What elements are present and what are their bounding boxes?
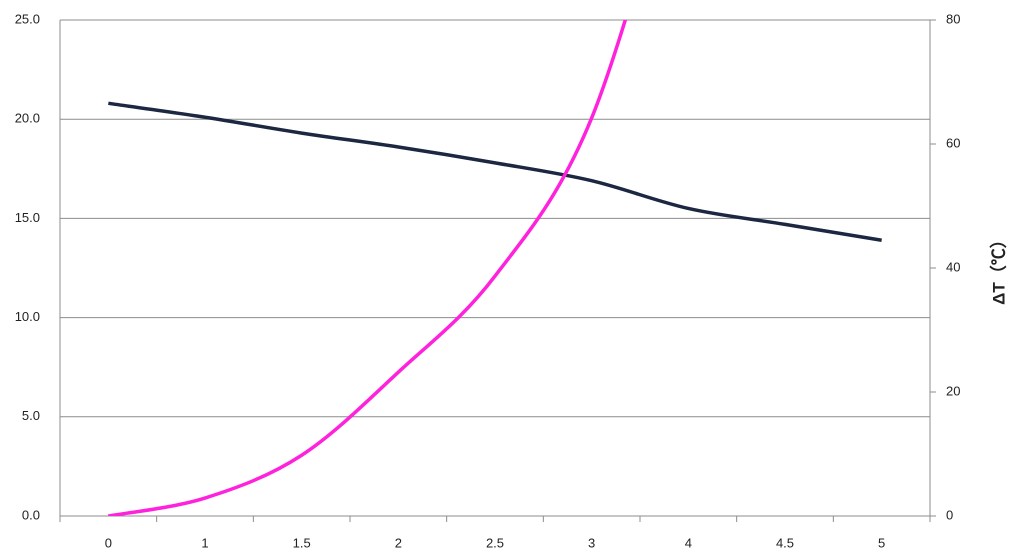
y-tick-label: 15.0 [15,210,40,225]
y2-tick-label: 0 [946,507,953,522]
x-tick-label: 2 [395,535,402,550]
y-tick-label: 20.0 [15,111,40,126]
y2-tick-label: 60 [946,135,960,150]
y-tick-label: 0.0 [22,507,40,522]
data-line [108,20,628,516]
x-tick-label: 1 [201,535,208,550]
y2-axis-label: ΔT（℃） [988,231,1008,305]
x-tick-label: 1.5 [293,535,311,550]
data-line [108,101,882,242]
y-tick-label: 10.0 [15,309,40,324]
x-tick-label: 5 [878,535,885,550]
x-tick-label: 0 [105,535,112,550]
y2-tick-label: 20 [946,383,960,398]
y2-tick-label: 80 [946,11,960,26]
x-tick-label: 4 [685,535,692,550]
x-tick-label: 3 [588,535,595,550]
x-tick-label: 4.5 [776,535,794,550]
y-tick-label: 25.0 [15,11,40,26]
y-tick-label: 5.0 [22,408,40,423]
y2-tick-label: 40 [946,259,960,274]
x-tick-label: 2.5 [486,535,504,550]
